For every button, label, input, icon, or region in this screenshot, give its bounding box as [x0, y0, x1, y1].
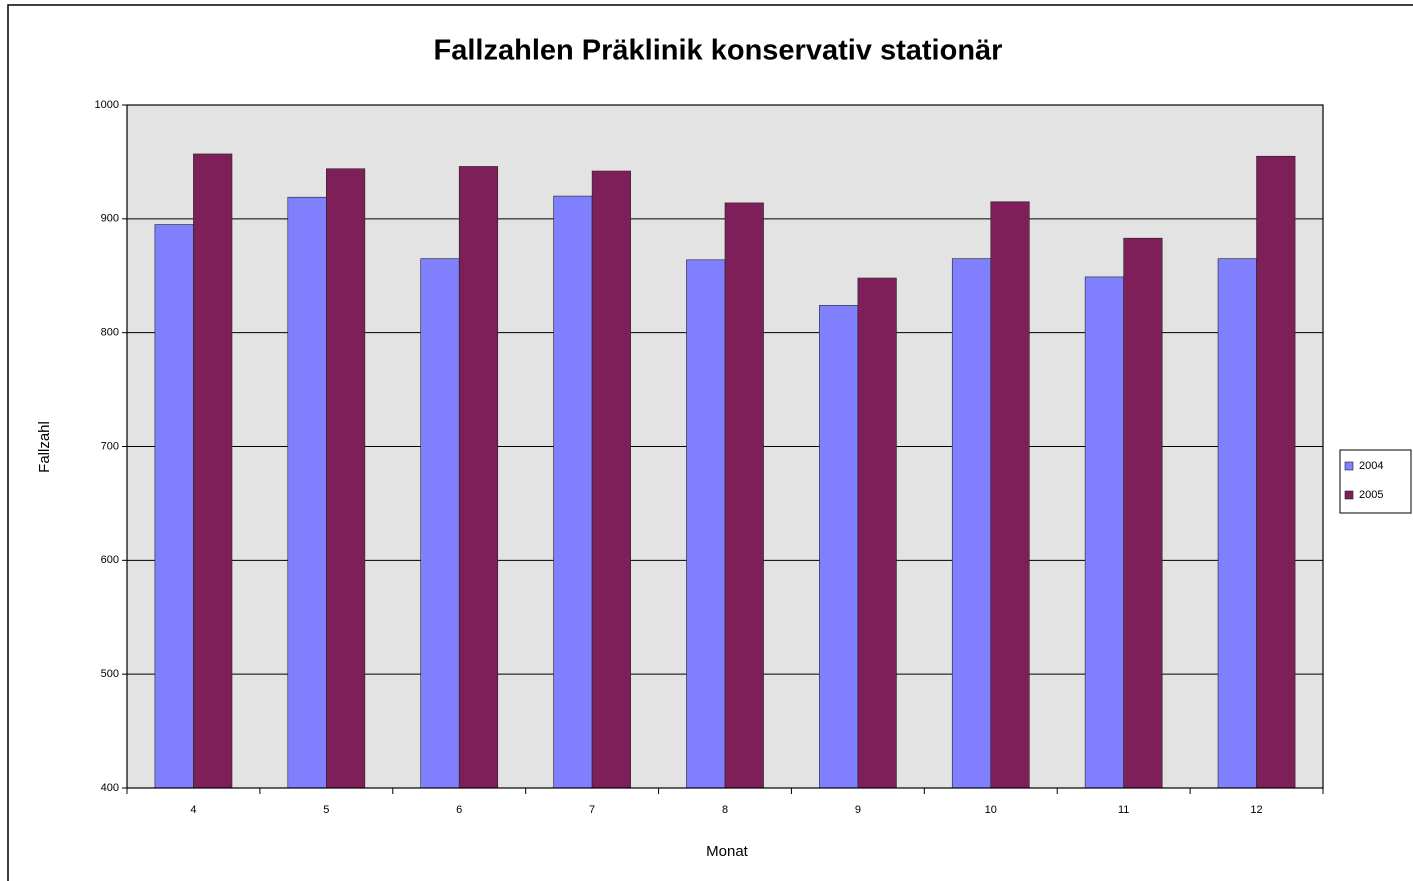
legend-swatch [1344, 490, 1354, 500]
bar [1084, 276, 1124, 789]
y-axis-label: Fallzahl [36, 421, 53, 473]
x-axis-label: Monat [706, 843, 749, 860]
bar [591, 170, 631, 789]
x-tick-label: 10 [985, 804, 997, 816]
bar [420, 258, 460, 789]
y-tick-label: 500 [101, 668, 119, 680]
bar [1217, 258, 1257, 789]
y-tick-label: 400 [101, 782, 119, 794]
bar [458, 166, 499, 789]
x-tick-label: 5 [323, 804, 329, 816]
bar [990, 201, 1030, 789]
x-tick-label: 7 [589, 804, 595, 816]
bar [287, 196, 327, 789]
bar [326, 168, 366, 789]
bar [857, 277, 897, 789]
x-tick-label: 12 [1250, 804, 1262, 816]
x-tick-label: 11 [1118, 804, 1129, 816]
y-tick-label: 1000 [95, 99, 119, 111]
bar [686, 259, 726, 789]
bar [553, 195, 593, 789]
legend-label: 2004 [1359, 460, 1383, 472]
y-tick-label: 800 [101, 327, 119, 339]
legend-swatch [1344, 461, 1354, 471]
bar [724, 202, 764, 789]
plot-border [126, 104, 1324, 789]
x-tick-label: 4 [190, 804, 196, 816]
bar [819, 305, 859, 789]
x-tick-label: 9 [855, 804, 861, 816]
x-tick-label: 8 [722, 804, 728, 816]
y-tick-label: 900 [101, 213, 119, 225]
y-tick-label: 700 [101, 440, 119, 452]
chart-title: Fallzahlen Präklinik konservativ station… [434, 35, 1003, 67]
bar [193, 153, 233, 789]
y-tick-label: 600 [101, 554, 119, 566]
legend-label: 2005 [1359, 489, 1383, 501]
bar [1123, 237, 1163, 789]
bar [951, 258, 992, 789]
x-tick-label: 6 [456, 804, 462, 816]
bar [1256, 155, 1296, 789]
bar [154, 224, 194, 789]
legend-box [1339, 449, 1412, 514]
